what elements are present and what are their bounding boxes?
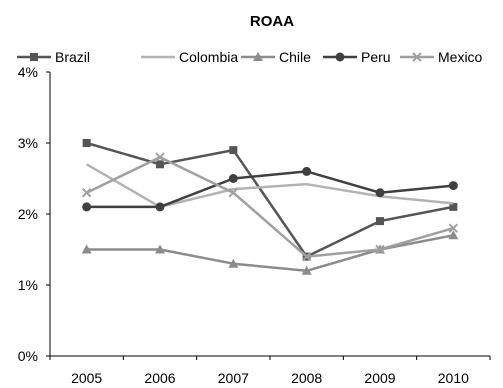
data-point-brazil bbox=[376, 217, 384, 226]
legend-item-colombia: Colombia bbox=[141, 49, 238, 65]
data-point-peru bbox=[448, 181, 458, 191]
legend-item-peru: Peru bbox=[323, 49, 391, 65]
data-point-brazil bbox=[82, 139, 91, 147]
y-tick-label: 2% bbox=[18, 206, 38, 222]
y-tick-label: 1% bbox=[18, 277, 38, 293]
data-point-mexico bbox=[228, 187, 239, 198]
legend-swatch-marker bbox=[253, 52, 263, 61]
series-layer bbox=[81, 139, 459, 275]
data-point-chile bbox=[155, 244, 165, 254]
legend-swatch-marker bbox=[30, 53, 38, 61]
x-axis: 2005 2006 2007 2008 2009 2010 bbox=[49, 355, 491, 386]
series-mexico bbox=[81, 152, 459, 262]
legend-swatch-marker bbox=[412, 52, 422, 62]
y-axis: 0% 1% 2% 3% 4% bbox=[18, 64, 51, 364]
series-chile bbox=[81, 230, 459, 275]
legend-item-brazil: Brazil bbox=[17, 49, 90, 65]
data-point-peru bbox=[82, 202, 92, 212]
legend-label: Colombia bbox=[179, 49, 238, 65]
legend-item-chile: Chile bbox=[241, 49, 311, 65]
chart-title: ROAA bbox=[250, 13, 294, 30]
series-peru bbox=[82, 166, 458, 212]
series-line-mexico bbox=[86, 155, 454, 258]
data-point-chile bbox=[448, 230, 459, 240]
x-tick-label: 2010 bbox=[438, 370, 469, 386]
series-line-peru bbox=[86, 170, 454, 209]
legend-label: Mexico bbox=[438, 49, 483, 65]
legend-label: Chile bbox=[279, 49, 311, 65]
legend-label: Brazil bbox=[55, 49, 90, 65]
data-point-chile bbox=[228, 258, 239, 268]
y-tick-label: 3% bbox=[18, 135, 38, 151]
data-point-brazil bbox=[156, 160, 164, 169]
legend: Brazil Colombia Chile Peru Mexico bbox=[17, 49, 483, 65]
data-point-peru bbox=[155, 202, 165, 212]
x-tick-label: 2007 bbox=[218, 370, 249, 386]
data-point-peru bbox=[228, 174, 238, 183]
x-tick-label: 2009 bbox=[364, 370, 395, 386]
series-line-colombia bbox=[86, 163, 454, 209]
data-point-mexico bbox=[301, 251, 312, 262]
x-tick-label: 2008 bbox=[291, 370, 322, 386]
legend-label: Peru bbox=[361, 49, 391, 65]
data-point-brazil bbox=[229, 146, 238, 155]
x-tick-label: 2006 bbox=[144, 370, 175, 386]
y-tick-label: 0% bbox=[18, 348, 38, 364]
series-line-chile bbox=[86, 234, 454, 273]
series-line-brazil bbox=[86, 141, 454, 258]
data-point-mexico bbox=[81, 187, 92, 198]
data-point-mexico bbox=[448, 223, 459, 233]
legend-item-mexico: Mexico bbox=[400, 49, 483, 65]
data-point-mexico bbox=[155, 152, 165, 162]
data-point-mexico bbox=[375, 244, 385, 255]
data-point-chile bbox=[81, 244, 92, 254]
x-tick-label: 2005 bbox=[71, 370, 102, 386]
y-tick-label: 4% bbox=[18, 64, 38, 80]
series-colombia bbox=[86, 163, 454, 209]
data-point-peru bbox=[302, 166, 312, 176]
data-point-chile bbox=[301, 265, 312, 275]
data-point-peru bbox=[375, 188, 385, 198]
legend-swatch-marker bbox=[335, 52, 345, 62]
data-point-brazil bbox=[449, 202, 458, 211]
